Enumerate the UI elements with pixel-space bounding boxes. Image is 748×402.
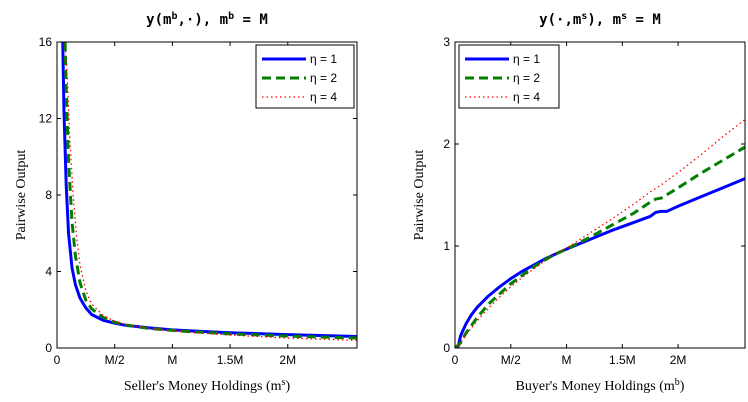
series-line-2 — [63, 42, 357, 340]
y-tick-label: 3 — [443, 35, 450, 49]
y-axis-label: Pairwise Output — [412, 150, 427, 241]
y-tick-label: 0 — [443, 341, 450, 355]
chart-panel-1: 0 M/2 M 1.5M 2M 0 4 8 12 16 y(mb,·), mb = M Seller'… — [14, 11, 358, 395]
legend-label: η = 2 — [513, 71, 540, 85]
legend-label: η = 1 — [513, 52, 540, 66]
legend-label: η = 4 — [310, 90, 337, 104]
y-tick-label: 0 — [45, 341, 52, 355]
legend-label: η = 2 — [310, 71, 337, 85]
x-tick-label: M — [562, 353, 572, 367]
x-tick-label: M/2 — [501, 353, 521, 367]
y-axis-label: Pairwise Output — [14, 150, 29, 241]
x-tick-label: 0 — [452, 353, 459, 367]
series-line-3 — [455, 119, 745, 348]
series-line-2 — [455, 145, 745, 348]
x-axis-label: Seller's Money Holdings (ms) — [124, 377, 291, 395]
x-axis-label: Buyer's Money Holdings (mb) — [516, 377, 685, 395]
x-tick-label: 2M — [279, 353, 296, 367]
y-tick-label: 16 — [39, 35, 53, 49]
series-line-1 — [455, 177, 745, 348]
x-tick-label: M — [167, 353, 177, 367]
legend-label: η = 1 — [310, 52, 337, 66]
x-tick-label: 1.5M — [609, 353, 636, 367]
y-tick-label: 8 — [45, 188, 52, 202]
chart-title: y(mb,·), mb = M — [146, 11, 268, 29]
x-tick-label: 1.5M — [217, 353, 244, 367]
x-tick-label: 0 — [54, 353, 61, 367]
legend-label: η = 4 — [513, 90, 540, 104]
legend: η = 1 η = 2 η = 4 — [458, 44, 560, 109]
chart-title: y(·,ms), ms = M — [539, 11, 661, 29]
y-tick-label: 2 — [443, 137, 450, 151]
y-tick-label: 12 — [39, 112, 53, 126]
axes-frame — [454, 41, 746, 349]
legend: η = 1 η = 2 η = 4 — [255, 44, 355, 109]
chart-panel-2: 0 M/2 M 1.5M 2M 0 1 2 3 y(·,ms), ms = M Buyer's Mo… — [412, 11, 746, 395]
y-tick-label: 1 — [443, 239, 450, 253]
x-tick-label: 2M — [670, 353, 687, 367]
x-tick-label: M/2 — [105, 353, 125, 367]
y-tick-label: 4 — [45, 265, 52, 279]
